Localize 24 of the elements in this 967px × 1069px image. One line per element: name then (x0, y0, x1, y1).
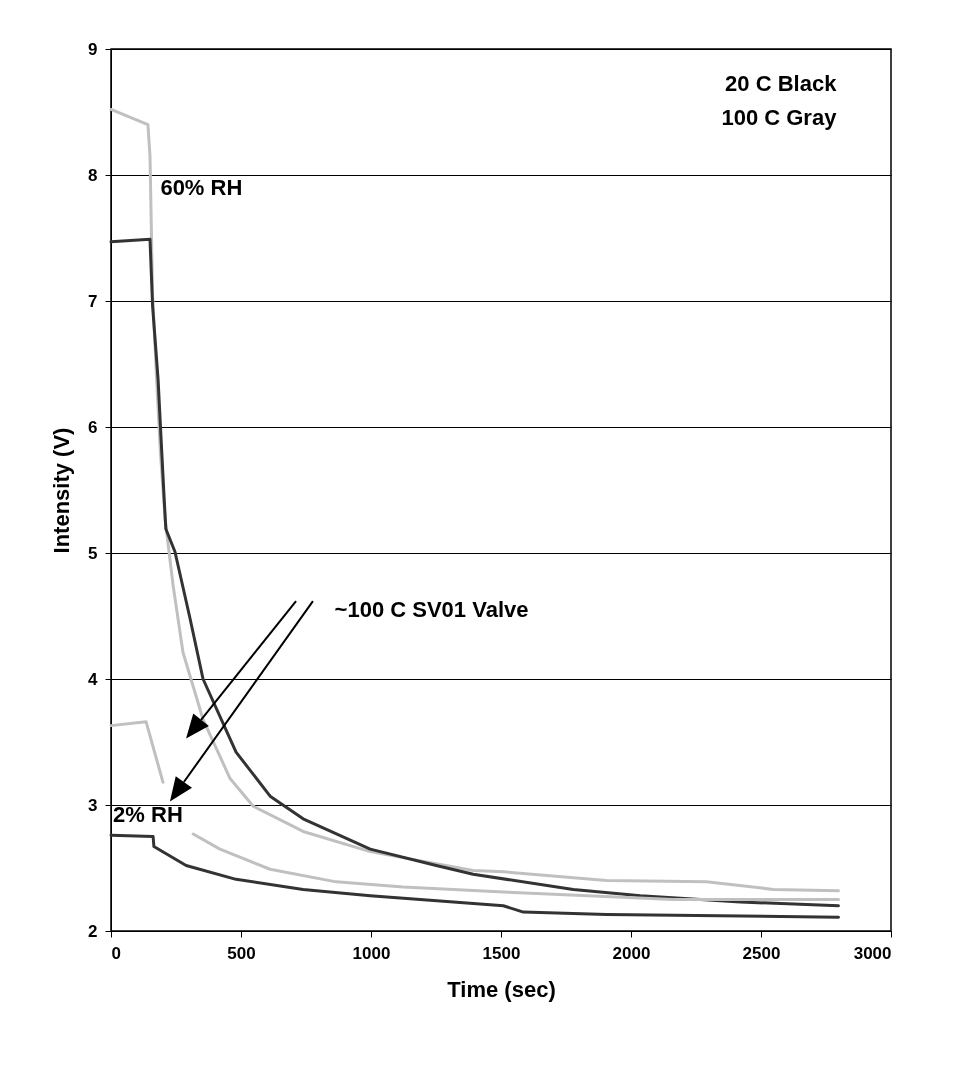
y-tick-label: 2 (88, 921, 98, 941)
x-tick-label: 3000 (853, 943, 892, 963)
y-tick-label: 3 (88, 795, 98, 815)
x-tick-label: 2500 (742, 943, 781, 963)
y-tick-label: 6 (88, 417, 98, 437)
annotation: ~100 C SV01 Valve (334, 596, 529, 622)
y-tick-label: 4 (88, 669, 99, 689)
line-series (109, 833, 840, 919)
x-tick-label: 1000 (352, 943, 391, 963)
y-tick-label: 7 (88, 291, 98, 311)
x-tick-label: 0 (111, 943, 121, 963)
annotation: 2% RH (113, 802, 183, 828)
y-axis-title: Intensity (V) (49, 427, 75, 554)
x-tick-label: 2000 (612, 943, 651, 963)
annotation: 60% RH (160, 174, 243, 200)
annotation: 100 C Gray (721, 105, 838, 131)
x-tick-label: 1500 (482, 943, 521, 963)
y-tick-label: 8 (88, 165, 98, 185)
y-tick-label: 5 (88, 543, 98, 563)
line-series (109, 237, 840, 908)
x-tick-label: 500 (227, 943, 256, 963)
x-axis-title: Time (sec) (447, 976, 556, 1002)
y-tick-label: 9 (88, 39, 98, 59)
annotation: 20 C Black (725, 71, 838, 97)
